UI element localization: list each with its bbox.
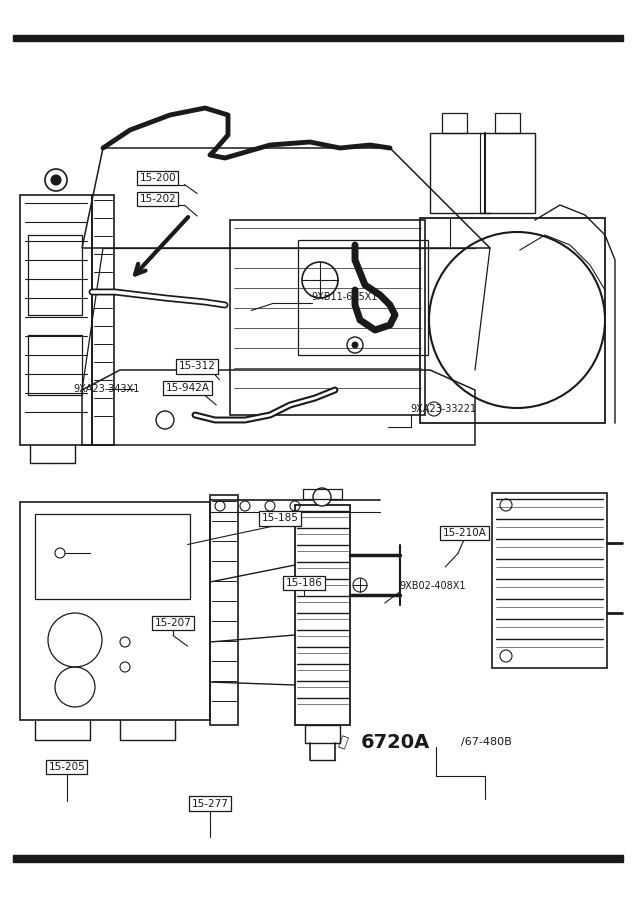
Bar <box>92 195 114 445</box>
Bar <box>28 335 82 395</box>
Text: 9XB02-408X1: 9XB02-408X1 <box>399 580 466 591</box>
Circle shape <box>313 488 331 506</box>
Bar <box>492 493 607 668</box>
Text: 15-312: 15-312 <box>179 361 216 372</box>
Text: 15-277: 15-277 <box>191 798 228 809</box>
Text: 9XA23-343X1: 9XA23-343X1 <box>73 383 139 394</box>
Bar <box>13 855 623 861</box>
Text: 15-942A: 15-942A <box>165 382 210 393</box>
Bar <box>230 220 425 415</box>
Text: 15-207: 15-207 <box>155 617 191 628</box>
Bar <box>210 495 238 725</box>
Circle shape <box>45 169 67 191</box>
Bar <box>298 240 428 355</box>
Text: 15-210A: 15-210A <box>443 527 486 538</box>
Bar <box>20 502 210 720</box>
Bar <box>295 505 350 725</box>
Text: 15-200: 15-200 <box>139 173 176 184</box>
Text: ✋: ✋ <box>336 734 349 751</box>
Bar <box>420 218 605 423</box>
Text: 15-186: 15-186 <box>286 578 322 589</box>
Circle shape <box>352 342 358 348</box>
Bar <box>20 195 92 445</box>
Text: 9XB11-605X1: 9XB11-605X1 <box>312 292 378 302</box>
Bar <box>303 489 342 499</box>
Bar <box>495 113 520 133</box>
Bar <box>13 34 623 40</box>
Text: 15-205: 15-205 <box>48 761 85 772</box>
Bar <box>35 514 190 599</box>
Text: 9XA23-33221: 9XA23-33221 <box>411 403 477 414</box>
Text: 6720A: 6720A <box>361 733 431 752</box>
Bar <box>442 113 467 133</box>
Text: 15-202: 15-202 <box>139 194 176 204</box>
Text: /67-480B: /67-480B <box>461 737 512 748</box>
Circle shape <box>51 175 61 185</box>
Bar <box>430 133 535 213</box>
Bar <box>305 725 340 743</box>
Bar <box>28 235 82 315</box>
Circle shape <box>55 548 65 558</box>
Text: 15-185: 15-185 <box>261 513 298 524</box>
